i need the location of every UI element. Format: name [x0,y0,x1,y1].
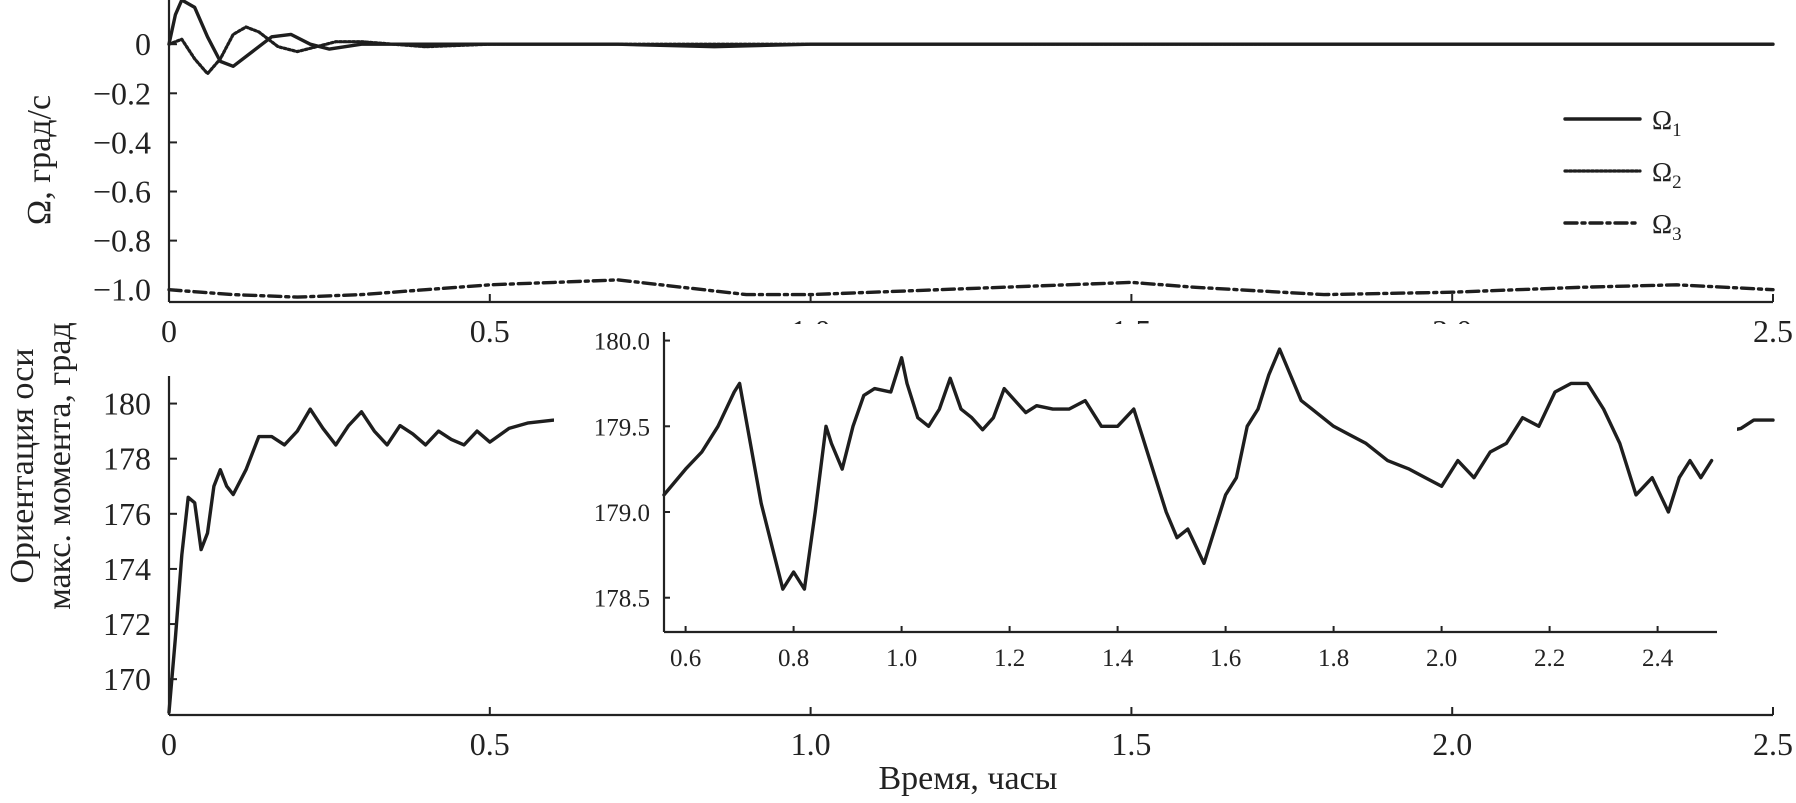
inset-inset-background [554,324,1737,674]
legend-subscript: 3 [1672,224,1682,245]
inset-x-tick-label: 2.2 [1534,645,1565,672]
bottom-x-tick-label: 0 [161,726,177,762]
bottom-y-axis-title-line1: Ориентация оси [4,348,41,583]
x-axis-title: Время, часы [878,760,1057,797]
legend-name: Ω [1652,105,1672,135]
inset-x-tick-label: 1.6 [1210,645,1241,672]
top-x-tick-label: 2.5 [1753,313,1793,349]
bottom-x-tick-label: 2.5 [1753,726,1793,762]
bottom-x-tick-label: 1.0 [791,726,831,762]
top-y-tick-label: −0.8 [93,223,151,259]
inset-series-line-1 [662,347,1714,591]
legend-label-1: Ω1 [1652,105,1682,141]
top-y-tick-label: 0 [135,26,151,62]
bottom-x-tick-label: 0.5 [470,726,510,762]
bottom-x-tick-label: 2.0 [1432,726,1472,762]
inset-x-tick-label: 1.2 [994,645,1025,672]
top-chart: Ω, град/с 00.51.01.52.02.50−0.2−0.4−0.6−… [21,0,1793,349]
top-x-tick-label: 0.5 [470,313,510,349]
inset-x-tick-label: 2.0 [1426,645,1457,672]
inset-x-tick-label: 0.6 [670,645,701,672]
bottom-y-tick-label: 170 [103,661,151,697]
legend-name: Ω [1652,209,1672,239]
inset-x-tick-label: 1.4 [1102,645,1134,672]
legend-label-3: Ω3 [1652,209,1682,245]
legend-subscript: 1 [1672,120,1682,141]
legend-label-2: Ω2 [1652,157,1682,193]
top-series-line-1 [167,0,1775,69]
bottom-y-tick-label: 174 [103,551,151,587]
top-series-line-3 [167,278,1775,299]
top-y-tick-label: −0.2 [93,75,151,111]
inset-y-tick-label: 180.0 [594,329,650,356]
bottom-x-tick-label: 1.5 [1111,726,1151,762]
inset-x-tick-label: 2.4 [1642,645,1674,672]
inset-x-tick-label: 1.0 [886,645,917,672]
inset-y-tick-label: 178.5 [594,586,650,613]
legend-name: Ω [1652,157,1672,187]
inset-y-tick-label: 179.0 [594,500,650,527]
top-y-axis-title: Ω, град/с [21,95,58,225]
top-x-tick-label: 0 [161,313,177,349]
bottom-y-tick-label: 178 [103,441,151,477]
top-y-tick-label: −0.6 [93,174,151,210]
top-y-tick-label: −0.4 [93,124,151,160]
bottom-y-tick-label: 176 [103,496,151,532]
legend-subscript: 2 [1672,172,1682,193]
inset-chart: 0.6 0.8 1.0 1.2 1.4 1.6 1.8 2.0 2.2 2.4 180.0 179.5… [554,324,1737,674]
top-y-tick-label: −1.0 [93,272,151,308]
bottom-y-tick-label: 180 [103,386,151,422]
bottom-y-tick-label: 172 [103,606,151,642]
inset-x-tick-label: 1.8 [1318,645,1349,672]
inset-y-tick-label: 179.5 [594,414,650,441]
inset-x-tick-label: 0.8 [778,645,809,672]
bottom-y-axis-title-line2: макс. момента, град [41,322,78,610]
top-series-line-2 [167,25,1775,76]
